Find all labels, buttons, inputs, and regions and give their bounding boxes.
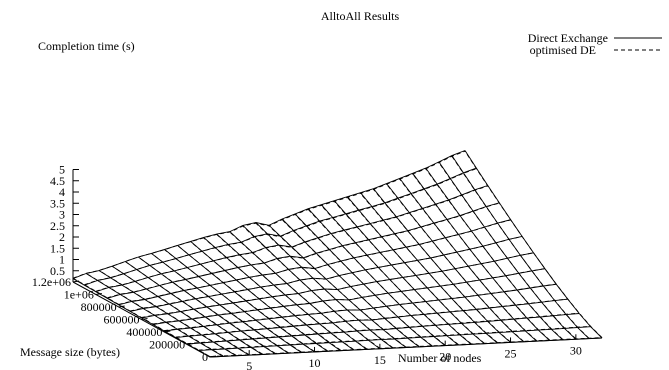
mesh-line-size	[84, 167, 477, 286]
x-axis-label: Number of nodes	[398, 351, 482, 365]
mesh-line-nodes	[333, 201, 472, 345]
mesh-line-size	[107, 202, 500, 299]
mesh-line-size	[118, 219, 511, 305]
series-optimised-de	[72, 150, 603, 358]
mesh-line-nodes	[255, 222, 394, 349]
mesh-line-size	[72, 150, 466, 279]
tick-labels: 0.511.522.533.544.5502000004000006000008…	[32, 163, 582, 370]
x-tick-label: 15	[374, 353, 386, 367]
y-tick-label: 200000	[149, 338, 185, 352]
mesh-line-size	[118, 219, 511, 306]
surface-mesh	[72, 150, 603, 358]
x-tick-label: 30	[570, 343, 582, 357]
mesh-line-size	[141, 252, 534, 318]
mesh-line-nodes	[307, 208, 446, 346]
mesh-line-nodes	[111, 265, 250, 356]
mesh-line-nodes	[347, 197, 485, 344]
mesh-line-size	[209, 337, 603, 358]
mesh-line-nodes	[242, 225, 381, 349]
z-tick-label: 5	[59, 163, 65, 177]
mesh-line-size	[95, 185, 488, 293]
z-tick-label: 4	[59, 185, 65, 199]
x-tick-label: 20	[439, 350, 451, 364]
z-tick-label: 4.5	[50, 174, 65, 188]
mesh-line-size	[95, 185, 488, 292]
y-tick-label: 1e+06	[64, 288, 94, 302]
x-tick-label: 10	[309, 356, 321, 370]
z-tick-label: 3.5	[50, 196, 65, 210]
mesh-line-nodes	[85, 272, 224, 357]
mesh-line-size	[130, 236, 523, 312]
x-tick-label: 5	[246, 359, 252, 370]
y-tick-label: 0	[202, 350, 208, 364]
z-tick-label: 3	[59, 208, 65, 222]
z-axis-label: Completion time (s)	[38, 39, 135, 53]
mesh-line-size	[198, 325, 591, 351]
mesh-line-size	[187, 312, 580, 345]
z-tick-label: 1	[59, 253, 65, 267]
legend-label-direct-exchange: Direct Exchange	[528, 31, 608, 45]
mesh-line-size	[72, 150, 466, 280]
y-axis-label: Message size (bytes)	[20, 345, 120, 359]
z-tick-label: 0.5	[50, 264, 65, 278]
mesh-line-nodes	[203, 237, 341, 351]
chart-title: AlltoAll Results	[321, 9, 400, 23]
mesh-line-nodes	[307, 209, 446, 346]
mesh-line-size	[164, 283, 557, 332]
y-tick-label: 400000	[126, 325, 162, 339]
legend: Direct Exchange optimised DE	[528, 31, 662, 57]
y-tick-label: 1.2e+06	[32, 275, 71, 289]
mesh-line-nodes	[98, 270, 237, 356]
mesh-line-nodes	[451, 156, 590, 339]
mesh-line-size	[152, 268, 545, 325]
y-tick-mark	[141, 318, 148, 320]
z-tick-label: 1.5	[50, 241, 65, 255]
mesh-line-size	[175, 298, 568, 338]
mesh-line-nodes	[360, 192, 498, 344]
legend-label-optimised-de: optimised DE	[530, 43, 596, 57]
mesh-line-nodes	[386, 183, 524, 343]
mesh-line-size	[84, 168, 477, 286]
z-tick-label: 2.5	[50, 219, 65, 233]
x-tick-label: 25	[505, 346, 517, 360]
mesh-line-nodes	[281, 219, 420, 347]
y-tick-label: 600000	[104, 313, 140, 327]
mesh-line-nodes	[347, 196, 485, 345]
y-tick-label: 800000	[81, 300, 117, 314]
z-tick-label: 2	[59, 230, 65, 244]
mesh-line-nodes	[151, 253, 289, 354]
mesh-line-nodes	[255, 222, 394, 349]
